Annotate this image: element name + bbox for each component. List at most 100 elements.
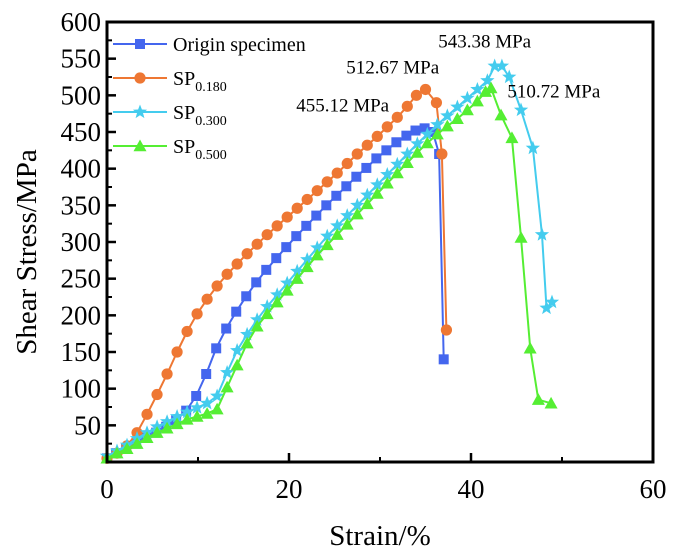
data-point: [140, 431, 154, 443]
data-point: [270, 287, 285, 301]
data-point: [360, 197, 374, 210]
data-point: [410, 136, 425, 150]
y-tick-label: 100: [61, 374, 102, 404]
series-layer: [99, 58, 560, 464]
legend: Origin specimen SP0.180 SP0.300 SP0.500: [113, 34, 306, 163]
legend-label: Origin specimen: [173, 34, 306, 56]
data-point: [120, 442, 134, 454]
data-point: [525, 140, 540, 155]
data-point: [200, 407, 214, 419]
data-point: [280, 283, 294, 296]
data-point: [151, 388, 163, 401]
data-point: [430, 97, 443, 109]
data-point: [381, 145, 392, 156]
data-point: [350, 197, 365, 212]
y-tick-label: 350: [61, 190, 102, 220]
data-point: [271, 253, 282, 264]
data-point: [181, 325, 193, 338]
data-point: [502, 69, 517, 84]
data-point: [291, 202, 303, 214]
data-point: [311, 185, 323, 197]
data-point: [450, 112, 464, 124]
data-point: [391, 111, 403, 123]
legend-marker: [133, 139, 147, 152]
data-point: [505, 131, 519, 144]
data-point: [534, 227, 550, 241]
data-point: [470, 94, 484, 107]
data-point: [531, 393, 545, 405]
data-point: [370, 187, 384, 199]
data-point: [331, 167, 343, 179]
data-point: [440, 108, 455, 122]
data-point: [371, 130, 383, 142]
data-point: [160, 421, 174, 434]
data-point: [240, 336, 254, 349]
data-point: [360, 187, 375, 202]
data-point: [513, 102, 529, 117]
data-point: [281, 242, 292, 253]
data-point: [190, 410, 204, 422]
legend-entry: SP0.180: [113, 68, 227, 95]
data-point: [351, 148, 363, 160]
data-point: [320, 228, 335, 243]
data-point: [280, 275, 295, 290]
data-point: [261, 264, 272, 275]
data-point: [200, 395, 215, 410]
data-point: [261, 229, 273, 241]
data-point: [331, 190, 342, 201]
data-point: [251, 277, 262, 288]
data-point: [251, 238, 263, 250]
data-point: [300, 252, 315, 266]
data-point: [494, 58, 510, 73]
data-point: [350, 207, 364, 220]
data-point: [470, 82, 485, 96]
data-point: [191, 391, 202, 401]
data-point: [290, 263, 305, 278]
data-point: [484, 81, 498, 94]
data-point: [410, 146, 424, 158]
data-point: [436, 148, 448, 160]
data-point: [419, 83, 432, 96]
data-point: [211, 343, 222, 354]
data-point: [401, 100, 413, 112]
data-point: [221, 323, 232, 334]
data-point: [260, 307, 274, 320]
data-point: [191, 308, 203, 320]
data-point: [211, 280, 223, 292]
data-point: [330, 218, 345, 232]
data-point: [201, 293, 213, 305]
data-point: [479, 85, 493, 97]
series-sp0-180: [101, 83, 453, 464]
data-point: [460, 103, 474, 116]
data-point: [169, 409, 185, 423]
legend-label: SP0.500: [173, 136, 227, 163]
data-point: [161, 368, 173, 380]
series-sp0-500: [100, 81, 558, 464]
x-tick-label: 40: [458, 474, 485, 504]
legend-label: SP0.180: [173, 68, 227, 95]
data-point: [420, 126, 435, 141]
data-point: [221, 268, 233, 280]
data-point: [310, 240, 325, 254]
data-point: [149, 419, 165, 433]
y-tick-label: 600: [61, 7, 102, 37]
data-point: [220, 380, 234, 393]
x-tick-label: 60: [640, 474, 667, 504]
peak-annotation: 512.67 MPa: [346, 57, 439, 78]
y-tick-label: 50: [74, 410, 101, 440]
ticks-layer: 0 20 40 60 50 100 150 200 250 300 350 400 450 500 550 6…: [61, 7, 667, 504]
data-point: [351, 171, 362, 182]
legend-marker: [134, 72, 146, 84]
data-point: [390, 156, 405, 171]
data-point: [430, 127, 444, 140]
data-point: [450, 99, 465, 114]
data-point: [250, 312, 265, 326]
data-point: [361, 162, 372, 173]
data-point: [180, 412, 194, 425]
data-point: [231, 306, 242, 317]
data-point: [390, 166, 404, 179]
data-point: [110, 446, 124, 459]
data-point: [190, 400, 205, 414]
data-point: [480, 73, 495, 87]
data-point: [340, 208, 355, 222]
